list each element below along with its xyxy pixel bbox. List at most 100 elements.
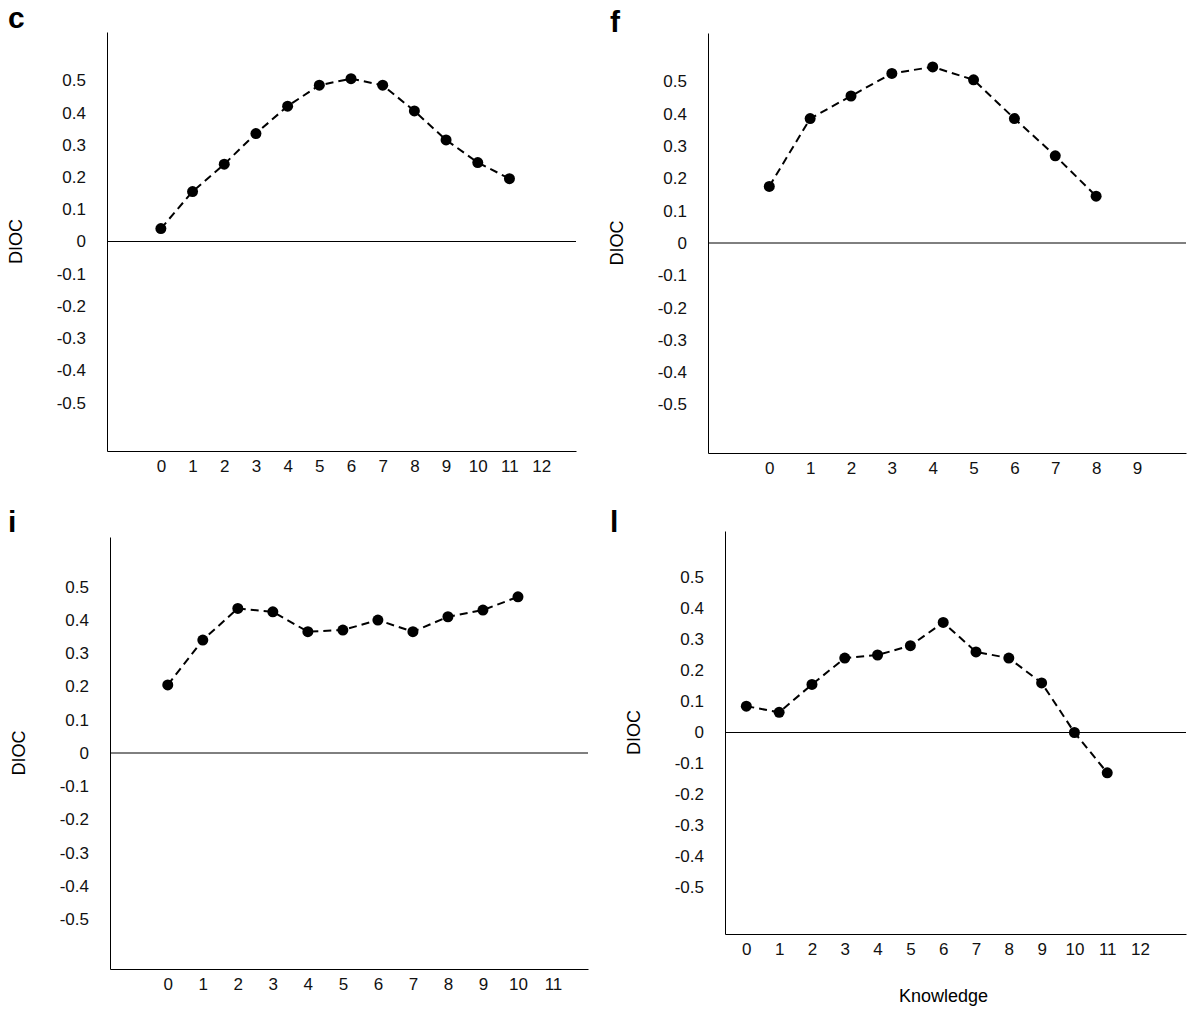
y-tick: -0.5: [60, 910, 110, 929]
x-tick: 11: [545, 969, 563, 994]
x-tick-label: 2: [847, 459, 856, 478]
y-tick-label: -0.2: [60, 810, 89, 829]
y-tick: -0.1: [675, 754, 725, 773]
x-tick: 9: [479, 969, 488, 994]
x-tick: 2: [808, 934, 817, 959]
x-tick-label: 11: [1099, 940, 1117, 959]
series-line: [746, 622, 1107, 772]
y-tick-label: 0: [80, 744, 89, 763]
x-tick-label: 6: [347, 457, 356, 476]
x-tick-label: 2: [234, 975, 243, 994]
plot-area: [764, 61, 1102, 201]
y-tick-label: -0.4: [658, 363, 687, 382]
y-tick-label: -0.5: [675, 878, 704, 897]
y-tick: 0.3: [65, 644, 110, 663]
y-tick: -0.3: [60, 844, 110, 863]
x-tick: 7: [1051, 453, 1060, 478]
panel: 0123456789101112-0.5-0.4-0.3-0.2-0.100.1…: [610, 505, 1187, 1006]
y-tick: -0.4: [675, 847, 725, 866]
x-tick: 7: [378, 451, 387, 476]
x-tick: 12: [532, 451, 551, 476]
x-tick-label: 0: [765, 459, 774, 478]
point: [1009, 113, 1020, 124]
zero-line: [708, 243, 1186, 244]
y-tick-label: 0.1: [680, 692, 704, 711]
x-tick-label: 6: [939, 940, 948, 959]
figure: 0123456789101112-0.5-0.4-0.3-0.2-0.100.1…: [0, 0, 1200, 1019]
x-tick: 8: [1005, 934, 1014, 959]
x-tick: 6: [1010, 453, 1019, 478]
y-tick-label: 0.5: [62, 71, 86, 90]
zero-line: [725, 732, 1186, 733]
y-tick: -0.1: [658, 266, 708, 285]
y-tick: -0.5: [57, 394, 107, 413]
zero-line: [110, 753, 588, 754]
y-tick: 0: [695, 723, 725, 742]
y-tick-label: -0.5: [658, 395, 687, 414]
x-tick: 2: [847, 453, 856, 478]
x-axis: 0123456789: [709, 453, 1187, 478]
x-tick: 8: [1092, 453, 1101, 478]
x-axis-line: [726, 934, 1187, 935]
y-tick-label: -0.1: [57, 265, 86, 284]
x-tick: 10: [509, 969, 528, 994]
point: [512, 591, 523, 602]
y-tick-label: -0.4: [60, 877, 89, 896]
x-tick-label: 12: [1131, 940, 1150, 959]
y-tick-label: 0.1: [65, 711, 89, 730]
y-tick: -0.1: [57, 265, 107, 284]
y-tick-label: 0.3: [62, 136, 86, 155]
y-tick-label: 0.1: [663, 202, 687, 221]
point: [927, 61, 938, 72]
y-tick: 0.1: [65, 711, 110, 730]
y-tick-label: -0.2: [658, 299, 687, 318]
x-tick-label: 1: [775, 940, 784, 959]
y-axis-line: [708, 34, 709, 454]
point: [504, 173, 515, 184]
y-tick-label: 0.4: [65, 611, 89, 630]
point: [1091, 191, 1102, 202]
plot-area: [741, 617, 1113, 778]
point: [968, 74, 979, 85]
point: [377, 80, 388, 91]
x-tick: 3: [888, 453, 897, 478]
x-tick-label: 4: [928, 459, 937, 478]
y-tick-label: 0.4: [663, 105, 687, 124]
x-tick-label: 5: [969, 459, 978, 478]
point: [938, 617, 949, 628]
x-tick: 2: [234, 969, 243, 994]
point: [409, 105, 420, 116]
y-axis-line: [725, 532, 726, 935]
x-tick-label: 11: [545, 975, 563, 994]
x-tick: 10: [1065, 934, 1084, 959]
x-tick: 6: [374, 969, 383, 994]
plot-area: [155, 73, 515, 234]
point: [337, 625, 348, 636]
x-axis-line: [709, 453, 1187, 454]
y-axis: -0.5-0.4-0.3-0.2-0.100.10.20.30.40.5: [60, 538, 111, 970]
panel: 0123456789-0.5-0.4-0.3-0.2-0.100.10.20.3…: [607, 5, 1187, 478]
point: [442, 611, 453, 622]
series-line: [161, 79, 510, 229]
y-tick-label: -0.4: [675, 847, 704, 866]
point: [477, 605, 488, 616]
x-tick-label: 9: [479, 975, 488, 994]
y-axis: -0.5-0.4-0.3-0.2-0.100.10.20.30.40.5: [57, 33, 108, 452]
y-tick-label: -0.5: [57, 394, 86, 413]
y-tick: 0.1: [680, 692, 725, 711]
x-tick-label: 5: [906, 940, 915, 959]
y-tick: 0.2: [65, 677, 110, 696]
x-tick-label: 10: [469, 457, 488, 476]
y-axis: -0.5-0.4-0.3-0.2-0.100.10.20.30.40.5: [658, 34, 709, 454]
x-tick: 1: [806, 453, 815, 478]
x-tick: 6: [939, 934, 948, 959]
x-tick: 1: [775, 934, 784, 959]
x-tick-label: 7: [409, 975, 418, 994]
point: [250, 128, 261, 139]
x-tick: 3: [252, 451, 261, 476]
zero-line: [107, 241, 576, 242]
x-tick-label: 7: [972, 940, 981, 959]
x-tick: 4: [873, 934, 882, 959]
y-tick: -0.2: [60, 810, 110, 829]
point: [441, 134, 452, 145]
